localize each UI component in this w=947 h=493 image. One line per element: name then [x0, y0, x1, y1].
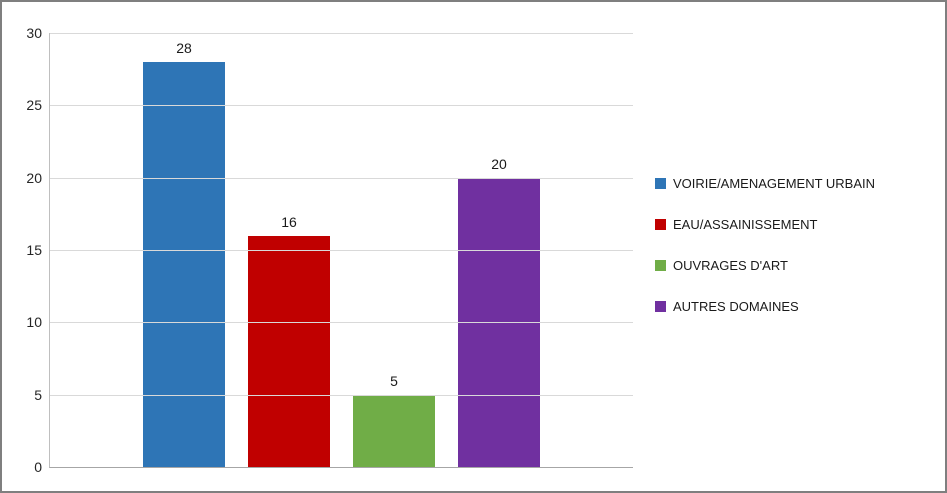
legend-label: AUTRES DOMAINES [673, 298, 799, 314]
y-tick-label: 0 [34, 459, 42, 475]
gridline [50, 177, 633, 179]
bar-group: 5 [353, 33, 435, 467]
y-tick-label: 10 [26, 314, 42, 331]
y-tick-label: 25 [26, 97, 42, 114]
legend-item[interactable]: OUVRAGES D'ART [655, 256, 875, 274]
bar-group: 28 [143, 33, 225, 467]
gridline [50, 105, 633, 107]
bar-value-label: 20 [491, 155, 507, 172]
legend-swatch-icon [655, 300, 666, 312]
legend-item[interactable]: AUTRES DOMAINES [655, 297, 875, 315]
gridline [50, 250, 633, 251]
legend-swatch-icon [655, 177, 666, 189]
gridline [50, 33, 633, 34]
bar-value-label: 28 [176, 39, 192, 56]
bar-eau-assainissement[interactable] [248, 235, 330, 467]
legend-swatch-icon [655, 218, 666, 230]
bars: 28 16 5 20 [50, 33, 633, 467]
bar-ouvrages-d-art[interactable] [353, 394, 435, 467]
bar-value-label: 16 [281, 213, 297, 230]
y-tick-label: 20 [26, 169, 42, 186]
gridline [50, 394, 633, 396]
y-tick-label: 15 [26, 242, 42, 258]
legend-label: EAU/ASSAINISSEMENT [673, 216, 818, 232]
gridline [50, 322, 633, 324]
bar-voirie-amenagement-urbain[interactable] [143, 61, 225, 467]
y-tick-label: 5 [34, 386, 42, 403]
legend-item[interactable]: VOIRIE/AMENAGEMENT URBAIN [655, 174, 875, 192]
legend: VOIRIE/AMENAGEMENT URBAIN EAU/ASSAINISSEM… [655, 174, 875, 338]
legend-label: VOIRIE/AMENAGEMENT URBAIN [673, 175, 876, 191]
bar-group: 16 [248, 33, 330, 467]
y-tick-label: 30 [26, 25, 42, 41]
legend-item[interactable]: EAU/ASSAINISSEMENT [655, 215, 875, 233]
legend-label: OUVRAGES D'ART [673, 257, 788, 273]
plot-area: 28 16 5 20 [49, 33, 633, 468]
bar-value-label: 5 [390, 372, 398, 389]
y-axis: 0 5 10 15 20 25 30 [6, 26, 42, 474]
legend-swatch-icon [655, 259, 666, 271]
